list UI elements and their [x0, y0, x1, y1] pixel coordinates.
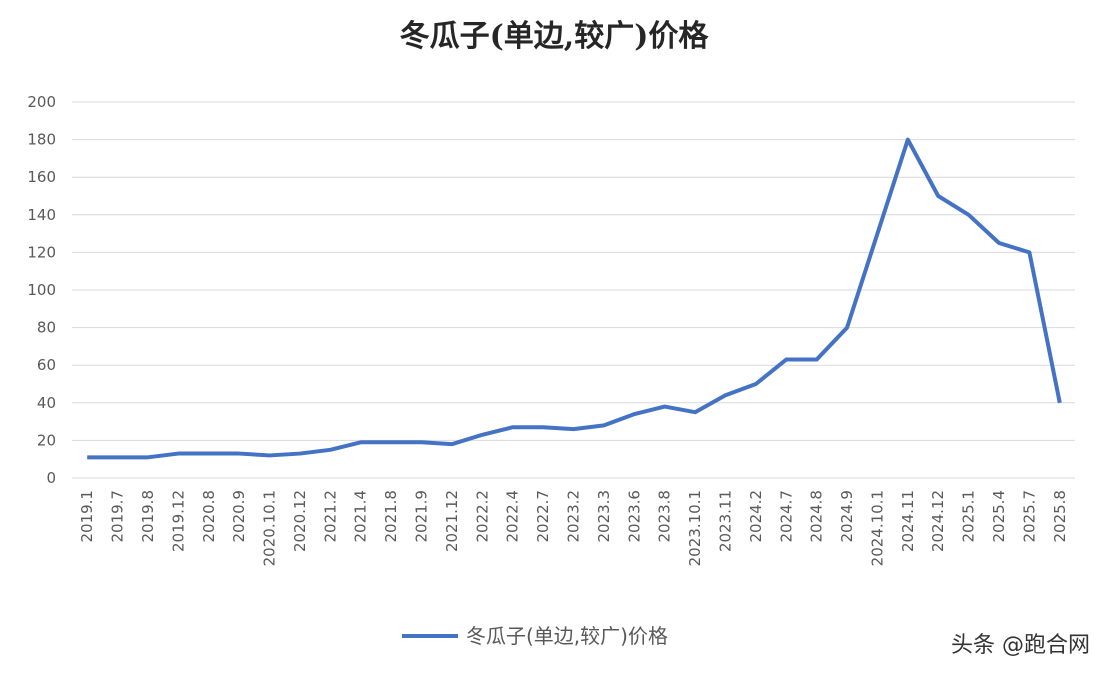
- y-tick-label: 200: [27, 93, 56, 111]
- x-tick-label: 2021.4: [352, 490, 370, 543]
- x-tick-label: 2021.2: [321, 490, 339, 543]
- x-tick-label: 2025.1: [960, 490, 978, 543]
- x-tick-label: 2019.12: [169, 490, 187, 552]
- x-tick-label: 2024.10.1: [868, 490, 886, 566]
- y-tick-label: 140: [27, 206, 56, 224]
- watermark: 头条 @跑合网: [951, 633, 1090, 658]
- y-tick-label: 0: [46, 469, 56, 487]
- x-tick-label: 2024.9: [838, 490, 856, 543]
- x-tick-label: 2023.3: [595, 490, 613, 543]
- x-tick-label: 2020.12: [291, 490, 309, 552]
- x-tick-label: 2021.8: [382, 490, 400, 543]
- y-tick-label: 80: [37, 319, 56, 337]
- chart-title: 冬瓜子(单边,较广)价格: [400, 19, 710, 54]
- x-tick-label: 2019.8: [139, 490, 157, 543]
- x-tick-label: 2025.7: [1020, 490, 1038, 543]
- y-tick-label: 180: [27, 131, 56, 149]
- x-tick-label: 2024.2: [747, 490, 765, 543]
- x-tick-label: 2023.10.1: [686, 490, 704, 566]
- x-tick-label: 2022.4: [504, 490, 522, 543]
- x-tick-label: 2025.8: [1051, 490, 1069, 543]
- x-tick-label: 2024.7: [777, 490, 795, 543]
- x-tick-label: 2025.4: [990, 490, 1008, 543]
- x-tick-label: 2019.1: [78, 490, 96, 543]
- x-tick-label: 2023.8: [656, 490, 674, 543]
- y-tick-label: 160: [27, 168, 56, 186]
- y-tick-label: 100: [27, 281, 56, 299]
- x-tick-label: 2023.2: [565, 490, 583, 543]
- legend-label: 冬瓜子(单边,较广)价格: [466, 624, 668, 648]
- y-tick-label: 60: [37, 356, 56, 374]
- x-tick-label: 2024.8: [808, 490, 826, 543]
- x-tick-label: 2024.11: [899, 490, 917, 552]
- y-tick-label: 20: [37, 431, 56, 449]
- x-tick-label: 2020.10.1: [261, 490, 279, 566]
- data-line: [87, 137, 1062, 460]
- x-tick-label: 2020.8: [200, 490, 218, 543]
- y-tick-label: 40: [37, 394, 56, 412]
- x-tick-label: 2023.6: [625, 490, 643, 543]
- x-tick-label: 2021.9: [413, 490, 431, 543]
- x-tick-label: 2019.7: [109, 490, 127, 543]
- x-tick-label: 2024.12: [929, 490, 947, 552]
- x-tick-label: 2020.9: [230, 490, 248, 543]
- x-tick-label: 2022.7: [534, 490, 552, 543]
- x-tick-label: 2022.2: [473, 490, 491, 543]
- x-tick-label: 2023.11: [716, 490, 734, 552]
- y-tick-label: 120: [27, 243, 56, 261]
- x-tick-label: 2021.12: [443, 490, 461, 552]
